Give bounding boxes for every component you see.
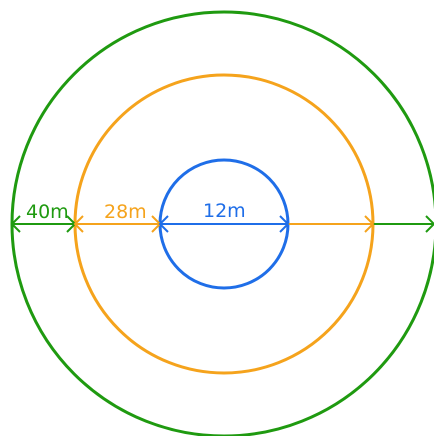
middle-arrowhead-right: [364, 215, 375, 233]
inner-arrowhead-right: [279, 215, 290, 233]
outer-arrowhead-left: [10, 215, 21, 233]
middle-arrowhead-left: [73, 215, 84, 233]
outer-arrowhead-right: [425, 215, 434, 233]
inner-arrowhead-left: [158, 215, 169, 233]
outer-diameter-label: 40m: [26, 201, 69, 223]
inner-diameter-label: 12m: [203, 200, 246, 222]
middle-diameter-label: 28m: [104, 201, 147, 223]
